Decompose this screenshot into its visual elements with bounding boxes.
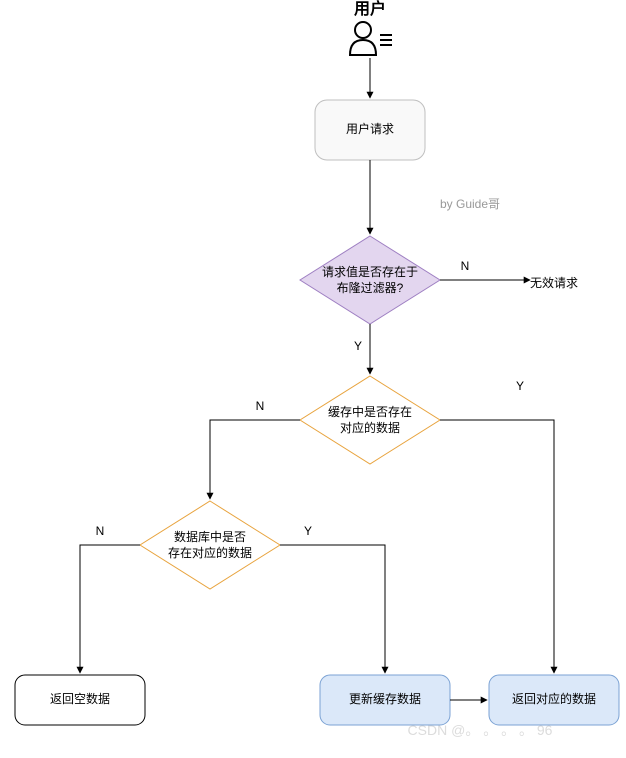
node-db-check: 数据库中是否 存在对应的数据 (140, 501, 280, 589)
node-return-empty: 返回空数据 (15, 675, 145, 725)
edge-db-no (80, 545, 140, 673)
watermark-text: CSDN @。 。 。 。 96 (408, 722, 553, 738)
node-return-data: 返回对应的数据 (489, 675, 619, 725)
node-bloom-filter: 请求值是否存在于 布隆过滤器? (300, 236, 440, 324)
svg-text:缓存中是否存在: 缓存中是否存在 (328, 404, 412, 419)
label-bloom-yes: Y (354, 339, 362, 353)
svg-text:请求值是否存在于: 请求值是否存在于 (322, 264, 418, 279)
svg-text:更新缓存数据: 更新缓存数据 (349, 691, 421, 706)
svg-text:数据库中是否: 数据库中是否 (174, 529, 246, 544)
edge-db-yes (280, 545, 385, 673)
label-db-yes: Y (304, 524, 312, 538)
svg-text:用户请求: 用户请求 (346, 121, 394, 136)
edge-cache-yes (440, 420, 554, 673)
node-invalid-request: 无效请求 (530, 275, 578, 290)
label-db-no: N (96, 524, 105, 538)
flowchart: 用户 用户请求 by Guide哥 请求值是否存在于 布隆过滤器? N 无效请求… (0, 0, 626, 758)
node-update-cache: 更新缓存数据 (320, 675, 450, 725)
title-text: 用户 (354, 0, 386, 18)
label-cache-no: N (256, 399, 265, 413)
user-icon (350, 22, 392, 55)
svg-text:布隆过滤器?: 布隆过滤器? (337, 280, 404, 295)
label-cache-yes: Y (516, 379, 524, 393)
svg-text:返回空数据: 返回空数据 (50, 691, 110, 706)
node-request: 用户请求 (315, 100, 425, 160)
credit-text: by Guide哥 (440, 197, 500, 211)
svg-text:对应的数据: 对应的数据 (340, 420, 400, 435)
svg-text:存在对应的数据: 存在对应的数据 (168, 545, 252, 560)
svg-text:返回对应的数据: 返回对应的数据 (512, 691, 596, 706)
node-cache-check: 缓存中是否存在 对应的数据 (300, 376, 440, 464)
edge-cache-no (210, 420, 300, 499)
label-bloom-no: N (461, 259, 470, 273)
